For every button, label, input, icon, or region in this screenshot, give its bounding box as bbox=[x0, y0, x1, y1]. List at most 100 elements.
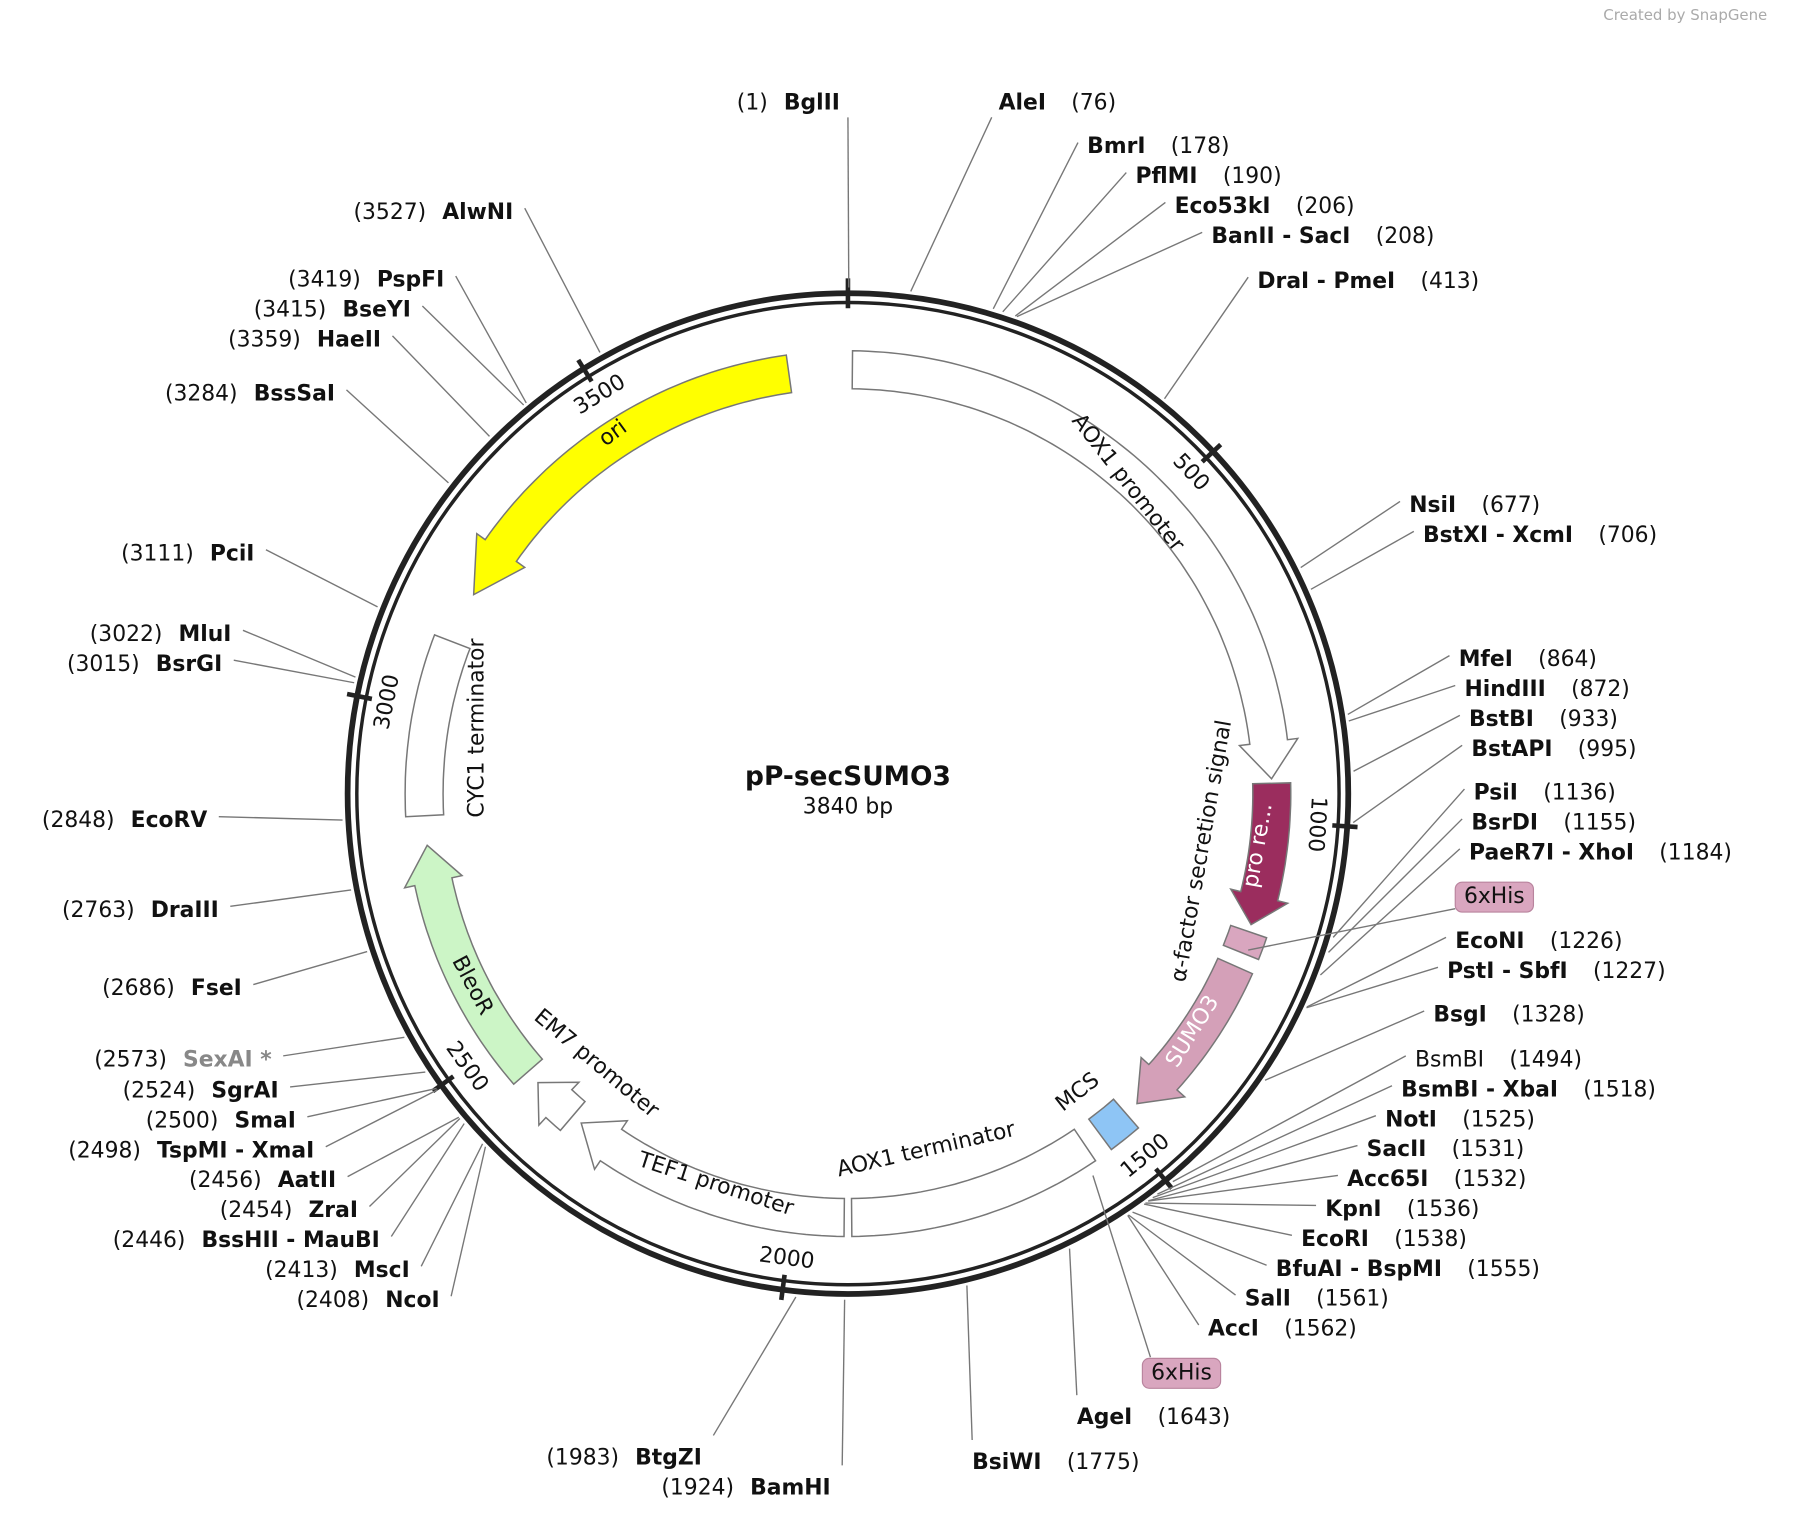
enzyme-name: PspFI bbox=[377, 268, 444, 293]
enzyme-label: PflMI (190) bbox=[1135, 164, 1281, 189]
enzyme-line bbox=[325, 1089, 438, 1148]
enzyme-line bbox=[1172, 1055, 1407, 1183]
enzyme-label: PsiI (1136) bbox=[1474, 781, 1616, 806]
enzyme-label: SacII (1531) bbox=[1367, 1137, 1525, 1162]
enzyme-position: (1136) bbox=[1543, 781, 1616, 806]
enzyme-label: (2408) NcoI bbox=[297, 1288, 440, 1313]
feature-arrow bbox=[1136, 957, 1254, 1105]
enzyme-line bbox=[1310, 530, 1415, 590]
enzyme-line bbox=[233, 659, 355, 684]
enzyme-position: (2686) bbox=[102, 976, 175, 1001]
enzyme-line bbox=[1128, 1214, 1236, 1296]
enzyme-label: NotI (1525) bbox=[1385, 1107, 1535, 1132]
enzyme-label: BstBI (933) bbox=[1469, 707, 1618, 732]
enzyme-line bbox=[910, 117, 993, 292]
label-box bbox=[1454, 881, 1535, 913]
enzyme-name: AleI bbox=[999, 91, 1046, 116]
enzyme-position: (1538) bbox=[1394, 1227, 1467, 1252]
enzyme-label: AccI (1562) bbox=[1208, 1317, 1357, 1342]
tick-mark bbox=[1200, 442, 1223, 464]
enzyme-position: (206) bbox=[1296, 194, 1355, 219]
enzyme-label: DraI - PmeI (413) bbox=[1257, 269, 1479, 294]
enzyme-name: SgrAI bbox=[211, 1079, 278, 1104]
enzyme-label: (3415) BseYI bbox=[254, 298, 411, 323]
enzyme-label: PaeR7I - XhoI (1184) bbox=[1469, 840, 1732, 865]
feature-arrow bbox=[851, 350, 1300, 780]
enzyme-line bbox=[1264, 1010, 1425, 1081]
enzyme-position: (2408) bbox=[297, 1288, 370, 1313]
enzyme-line bbox=[265, 549, 378, 608]
enzyme-line bbox=[1143, 1203, 1293, 1236]
enzyme-name: HaeII bbox=[317, 327, 381, 352]
enzyme-position: (1328) bbox=[1512, 1003, 1585, 1028]
enzyme-label: (2763) DraIII bbox=[62, 898, 219, 923]
enzyme-name: AgeI bbox=[1077, 1405, 1132, 1430]
enzyme-name: AccI bbox=[1208, 1317, 1259, 1342]
enzyme-label: (2686) FseI bbox=[102, 976, 242, 1001]
enzyme-position: (1494) bbox=[1509, 1047, 1582, 1072]
enzyme-line bbox=[841, 1299, 846, 1466]
enzyme-line bbox=[242, 629, 356, 678]
enzyme-name: DraI - PmeI bbox=[1257, 269, 1395, 294]
enzyme-label: (2524) SgrAI bbox=[123, 1079, 279, 1104]
enzyme-name: BfuAI - BspMI bbox=[1276, 1257, 1442, 1282]
feature-label: 6xHis bbox=[1464, 884, 1525, 909]
enzyme-position: (3111) bbox=[121, 541, 194, 566]
feature-label: AOX1 promoter bbox=[1066, 409, 1189, 556]
enzyme-label: BmrI (178) bbox=[1087, 134, 1229, 159]
enzyme-line bbox=[345, 389, 449, 484]
enzyme-label: KpnI (1536) bbox=[1325, 1197, 1479, 1222]
enzyme-position: (1525) bbox=[1462, 1107, 1535, 1132]
feature-arrow bbox=[850, 1128, 1097, 1238]
tick-mark bbox=[1154, 1167, 1174, 1190]
enzyme-label: (3111) PciI bbox=[121, 541, 254, 566]
enzyme-line bbox=[1348, 684, 1456, 722]
feature-label: CYC1 terminator bbox=[465, 638, 490, 817]
enzyme-position: (1226) bbox=[1550, 929, 1623, 954]
enzyme-position: (3419) bbox=[288, 268, 361, 293]
enzyme-line bbox=[253, 950, 368, 986]
enzyme-line bbox=[1068, 1248, 1078, 1396]
enzyme-name: DraIII bbox=[151, 898, 219, 923]
enzyme-label: EcoNI (1226) bbox=[1455, 929, 1622, 954]
enzyme-line bbox=[307, 1087, 437, 1118]
enzyme-position: (2524) bbox=[123, 1079, 196, 1104]
plasmid-length: 3840 bp bbox=[803, 794, 893, 819]
enzyme-line bbox=[966, 1285, 973, 1441]
enzyme-label: (3022) MluI bbox=[90, 622, 232, 647]
enzyme-line bbox=[391, 335, 490, 437]
feature-arrow bbox=[1229, 782, 1292, 926]
enzyme-position: (3022) bbox=[90, 622, 163, 647]
enzyme-position: (2848) bbox=[42, 808, 115, 833]
enzyme-label: (2446) BssHII - MauBI bbox=[113, 1228, 380, 1253]
enzyme-name: BssHII - MauBI bbox=[202, 1228, 380, 1253]
enzyme-position: (1983) bbox=[546, 1445, 619, 1470]
enzyme-line bbox=[1148, 1144, 1358, 1202]
feature-arrow bbox=[404, 633, 471, 818]
enzyme-label: AgeI (1643) bbox=[1077, 1405, 1230, 1430]
enzyme-label: BfuAI - BspMI (1555) bbox=[1276, 1257, 1540, 1282]
enzyme-label: (2413) MscI bbox=[265, 1258, 410, 1283]
enzyme-position: (208) bbox=[1376, 224, 1435, 249]
enzyme-label: (1924) BamHI bbox=[661, 1475, 830, 1500]
enzyme-label: NsiI (677) bbox=[1409, 493, 1540, 518]
enzyme-line bbox=[1306, 936, 1447, 1008]
enzyme-name: MluI bbox=[179, 622, 232, 647]
enzyme-position: (1775) bbox=[1067, 1450, 1140, 1475]
enzyme-line bbox=[524, 207, 601, 353]
enzyme-name: BtgZI bbox=[635, 1445, 702, 1470]
enzyme-label: BanII - SacI (208) bbox=[1211, 224, 1434, 249]
enzyme-label: Eco53kI (206) bbox=[1175, 194, 1355, 219]
enzyme-line bbox=[347, 1116, 460, 1178]
enzyme-name: BamHI bbox=[750, 1475, 831, 1500]
enzyme-name: HindIII bbox=[1464, 677, 1545, 702]
feature-label: MCS bbox=[1051, 1068, 1104, 1117]
enzyme-position: (3415) bbox=[254, 298, 327, 323]
enzyme-line bbox=[1332, 788, 1465, 938]
enzyme-name: BseYI bbox=[342, 298, 410, 323]
enzyme-line bbox=[368, 1118, 461, 1208]
enzyme-line bbox=[1306, 966, 1439, 1009]
enzyme-line bbox=[420, 1143, 484, 1267]
